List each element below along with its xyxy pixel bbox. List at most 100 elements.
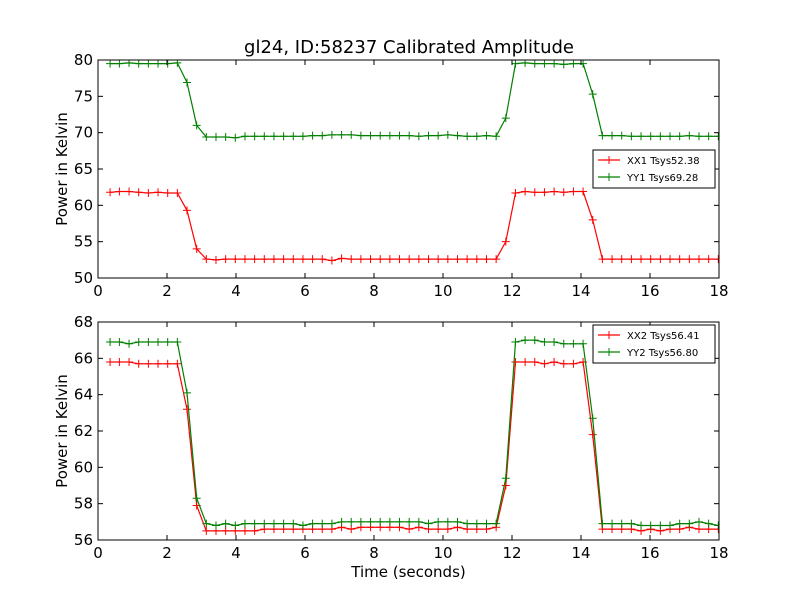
top-series-1-point xyxy=(154,188,163,197)
top-series-2-point xyxy=(472,132,481,141)
top-series-2-point xyxy=(240,132,249,141)
top-series-2-point xyxy=(318,131,327,140)
top-series-2-point xyxy=(366,131,375,140)
bottom-series-2-point xyxy=(405,517,414,526)
bottom-x-tick-label: 2 xyxy=(162,544,172,562)
top-series-1-point xyxy=(704,255,713,264)
top-series-1-point xyxy=(240,255,249,264)
top-series-1-point xyxy=(202,255,211,264)
top-series-2-point xyxy=(279,132,288,141)
bottom-series-2-point xyxy=(501,474,510,483)
bottom-series-2-point xyxy=(163,337,172,346)
top-series-1-point xyxy=(666,255,675,264)
bottom-series-2-point xyxy=(221,519,230,528)
top-series-1-line xyxy=(110,190,719,262)
top-series-1-point xyxy=(530,188,539,197)
top-series-1-point xyxy=(521,187,530,196)
bottom-x-tick-label: 18 xyxy=(709,544,728,562)
top-x-tick-label: 14 xyxy=(571,282,590,300)
top-series-2-point xyxy=(463,132,472,141)
top-series-1-point xyxy=(617,255,626,264)
top-series-2-point xyxy=(202,133,211,142)
bottom-series-2-point xyxy=(511,337,520,346)
bottom-series-1-point xyxy=(173,359,182,368)
top-series-2-point xyxy=(443,130,452,139)
top-series-2-point xyxy=(482,131,491,140)
top-series-1-point xyxy=(163,188,172,197)
top-series-1-point xyxy=(211,255,220,264)
top-x-tick-label: 16 xyxy=(640,282,659,300)
bottom-series-2-point xyxy=(694,517,703,526)
top-series-1-point xyxy=(308,255,317,264)
top-legend: XX1 Tsys52.38 YY1 Tsys69.28 xyxy=(592,149,716,189)
top-series-2-point xyxy=(646,132,655,141)
bottom-series-2-point xyxy=(279,519,288,528)
top-series-1-point xyxy=(598,255,607,264)
top-y-tick-label: 50 xyxy=(74,269,93,287)
top-series-2-point xyxy=(211,133,220,142)
top-series-2-point xyxy=(666,132,675,141)
top-series-2-point xyxy=(231,133,240,142)
top-series-1-point xyxy=(395,255,404,264)
top-series-2-point xyxy=(694,132,703,141)
bottom-y-tick-label: 62 xyxy=(74,422,93,440)
top-series-2-point xyxy=(579,60,588,68)
top-y-tick-label: 75 xyxy=(74,87,93,105)
bottom-series-1-point xyxy=(443,525,452,534)
top-series-1-point xyxy=(183,206,192,215)
top-series-1-point xyxy=(327,256,336,265)
bottom-series-1-point xyxy=(250,526,259,535)
top-legend-marker xyxy=(605,156,613,164)
bottom-legend-marker xyxy=(605,331,613,339)
bottom-series-1-point xyxy=(694,525,703,534)
bottom-series-2-point xyxy=(106,337,115,346)
bottom-series-1-point xyxy=(106,357,115,366)
top-panel: 0 2 4 6 8 10 12 14 16 18 50 55 60 65 70 75 80 Power in Ke… xyxy=(53,51,729,300)
top-series-2-point xyxy=(376,131,385,140)
top-series-2-point xyxy=(501,114,510,123)
bottom-series-2-point xyxy=(540,337,549,346)
top-series-1-point xyxy=(414,255,423,264)
top-series-1-point xyxy=(356,255,365,264)
top-series-1-point xyxy=(298,255,307,264)
top-series-1-point xyxy=(318,255,327,264)
bottom-x-tick-label: 6 xyxy=(300,544,310,562)
top-series-1-point xyxy=(289,255,298,264)
top-series-1-point xyxy=(694,255,703,264)
bottom-legend-label: YY2 Tsys56.80 xyxy=(626,348,698,359)
bottom-series-2-point xyxy=(608,519,617,528)
bottom-series-2-point xyxy=(337,517,346,526)
bottom-series-1-point xyxy=(540,359,549,368)
top-series-2-point xyxy=(598,131,607,140)
bottom-series-1-point xyxy=(530,357,539,366)
top-series-2-point xyxy=(163,60,172,68)
bottom-series-2-point xyxy=(240,519,249,528)
top-series-2-point xyxy=(183,78,192,87)
top-series-1-point xyxy=(675,255,684,264)
bottom-series-2-point xyxy=(202,519,211,528)
top-series-2-point xyxy=(656,132,665,141)
top-series-2-point xyxy=(260,132,269,141)
bottom-series-2-point xyxy=(376,517,385,526)
top-series-2-point xyxy=(569,60,578,68)
bottom-series-2-point xyxy=(559,339,568,348)
top-series-2-point xyxy=(492,132,501,141)
bottom-series-1-point xyxy=(202,526,211,535)
top-series-1-point xyxy=(579,187,588,196)
bottom-series-2-point xyxy=(588,414,597,423)
bottom-series-2-point xyxy=(173,337,182,346)
bottom-series-2-point xyxy=(318,519,327,528)
bottom-y-tick-label: 66 xyxy=(74,349,93,367)
top-x-tick-label: 4 xyxy=(231,282,241,300)
top-series-2-line xyxy=(110,62,719,139)
bottom-series-2-point xyxy=(269,519,278,528)
top-series-2-point xyxy=(115,60,124,68)
top-series-1-point xyxy=(221,255,230,264)
top-legend-label: XX1 Tsys52.38 xyxy=(627,156,700,167)
top-x-tick-label: 12 xyxy=(502,282,521,300)
bottom-y-tick-label: 58 xyxy=(74,495,93,513)
bottom-series-2-point xyxy=(183,388,192,397)
bottom-series-2-point xyxy=(675,519,684,528)
top-series-2-point xyxy=(675,132,684,141)
